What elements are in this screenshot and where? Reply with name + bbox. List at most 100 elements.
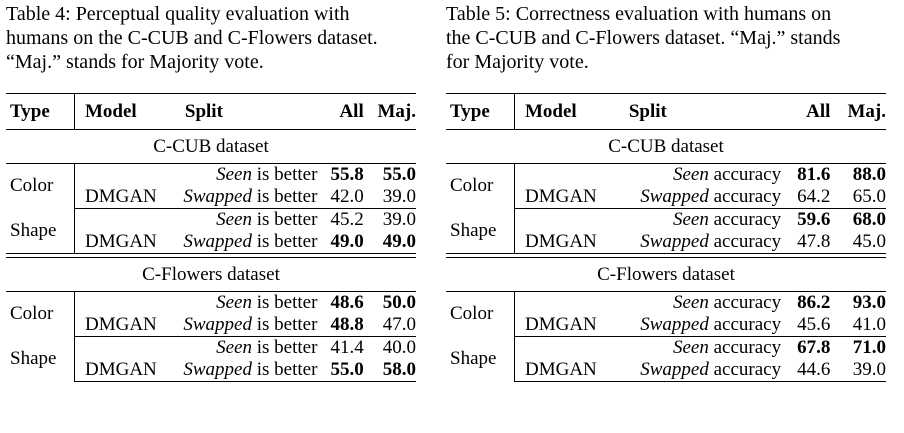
double-rule-cell [6,253,416,258]
header-split: Split [628,100,667,122]
header-model: Model [525,100,577,122]
maj-cell: 58.0 [363,359,416,382]
split-text: is better [251,314,318,335]
split-text: is better [251,337,318,358]
model-cell [75,337,167,360]
split-cell: Seen is better [167,292,317,315]
all-cell: 64.2 [781,186,831,209]
split-text: is better [251,164,318,185]
maj-cell: 71.0 [852,337,886,358]
split-text: accuracy [708,337,782,358]
header-split: Split [184,100,223,122]
type-cell: Shape [446,208,515,254]
all-cell: 47.8 [797,231,831,252]
split-emphasis: Seen [216,164,252,185]
section-title-row: C-Flowers dataset [6,258,416,292]
split-cell: Seen accuracy [613,337,781,360]
split-emphasis: Seen [216,337,252,358]
section-title-row: C-CUB dataset [446,130,886,164]
model-cell: DMGAN [74,314,167,337]
table-row: DMGAN Swapped accuracy 47.8 45.0 [446,231,886,254]
model-cell: DMGAN [514,186,613,209]
table-row: DMGAN Swapped is better 49.0 49.0 [6,231,416,254]
table-header: Type Model Split All Maj. [6,93,416,130]
maj-cell: 88.0 [852,164,886,185]
split-text: is better [251,359,318,380]
header-maj: Maj. [847,100,886,122]
split-cell: Swapped is better [166,359,318,382]
double-rule-cell [446,253,886,258]
split-text: accuracy [708,164,782,185]
type-cell: Color [446,291,515,337]
header-model: Model [85,100,137,122]
all-cell: 48.6 [330,292,364,313]
split-cell: Swapped accuracy [612,186,782,209]
table-row: Color Seen is better 48.6 50.0 [6,291,416,337]
section-title: C-Flowers dataset [597,263,735,285]
split-cell: Swapped accuracy [612,314,782,337]
table-5-caption: Table 5: Correctness evaluation with hum… [446,3,841,73]
section-rule-cell [6,291,416,292]
type-cell: Color [446,163,515,209]
model-cell [515,164,613,187]
header-maj: Maj. [377,100,416,122]
split-cell: Swapped accuracy [612,359,782,382]
all-cell: 55.0 [317,359,364,382]
table-row: DMGAN Swapped is better 42.0 39.0 [6,186,416,209]
table-row: Color Seen accuracy 86.2 93.0 [446,291,886,337]
split-emphasis: Seen [672,209,709,230]
type-cell: Color [6,291,75,337]
split-emphasis: Seen [216,292,252,313]
model-cell: DMGAN [74,186,167,209]
split-text: is better [251,186,318,207]
split-text: accuracy [708,231,782,252]
maj-cell: 49.0 [382,231,416,252]
split-cell: Seen accuracy [613,209,781,232]
model-cell [75,209,167,232]
maj-cell: 93.0 [852,292,886,313]
all-cell: 44.6 [781,359,831,382]
type-cell: Shape [6,208,75,254]
model-cell [515,292,613,315]
table-body: C-CUB dataset Color Seen is better 55.8 55.0… [6,130,416,382]
table-4-caption: Table 4: Perceptual quality evaluation w… [6,3,378,73]
header-type: Type [446,93,515,130]
all-cell: 49.0 [330,231,364,252]
split-emphasis: Swapped [183,314,252,335]
all-cell: 42.0 [317,186,364,209]
all-cell: 48.8 [317,314,364,337]
table-header: Type Model Split All Maj. [446,93,886,130]
all-cell: 45.2 [330,209,364,230]
table-row: DMGAN Swapped is better 55.0 58.0 [6,359,416,382]
split-cell: Swapped is better [166,314,318,337]
all-cell: 86.2 [797,292,831,313]
section-title-row: C-Flowers dataset [446,258,886,292]
table-row: Shape Seen accuracy 67.8 71.0 [446,336,886,382]
model-cell [75,164,167,187]
model-cell: DMGAN [514,359,613,382]
table-row: DMGAN Swapped accuracy 64.2 65.0 [446,186,886,209]
header-row: Type Model Split All Maj. [6,93,416,130]
table-row: Shape Seen is better 41.4 40.0 [6,336,416,382]
section-title: C-CUB dataset [153,135,269,157]
type-cell: Shape [6,336,75,382]
all-cell: 55.8 [330,164,364,185]
section-title: C-CUB dataset [608,135,724,157]
table-4: Type Model Split All Maj. C-CUB dataset Color S… [6,93,416,382]
maj-cell: 68.0 [852,209,886,230]
model-cell [515,209,613,232]
split-cell: Seen accuracy [613,292,781,315]
split-text: accuracy [708,209,782,230]
section-rule-cell [446,291,886,292]
split-emphasis: Swapped [183,359,252,380]
maj-cell: 47.0 [363,314,416,337]
all-cell: 41.4 [330,337,364,358]
maj-cell: 50.0 [382,292,416,313]
maj-cell: 45.0 [852,231,886,252]
split-cell: Swapped accuracy [613,231,781,254]
maj-cell: 39.0 [830,359,886,382]
all-cell: 67.8 [797,337,831,358]
split-cell: Swapped is better [167,231,317,254]
table-row: DMGAN Swapped is better 48.8 47.0 [6,314,416,337]
split-cell: Swapped is better [166,186,318,209]
